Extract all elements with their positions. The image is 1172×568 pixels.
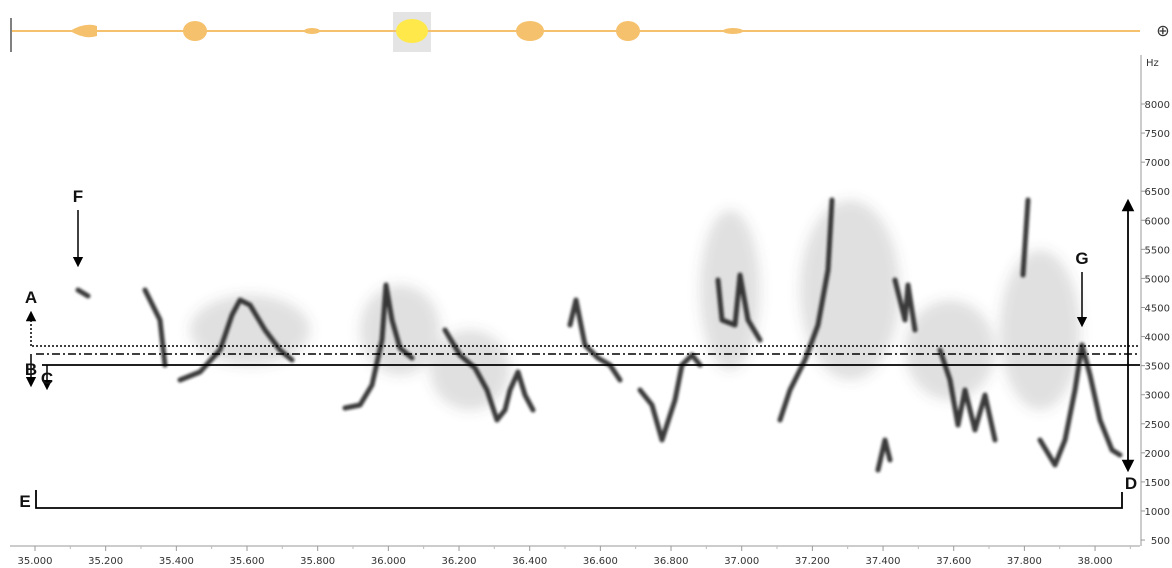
y-tick-label: 2500: [1145, 420, 1170, 431]
x-tick-label: 35.800: [300, 556, 335, 567]
waveform: ⊕: [11, 12, 1170, 52]
annotation: F: [73, 187, 83, 206]
x-tick-label: 37.000: [724, 556, 759, 567]
x-tick-label: 37.200: [795, 556, 830, 567]
y-unit: Hz: [1146, 58, 1159, 69]
x-tick-label: 37.600: [936, 556, 971, 567]
y-tick-label: 1000: [1145, 507, 1170, 518]
y-tick-label: 7500: [1145, 129, 1170, 140]
y-tick-label: 6500: [1145, 187, 1170, 198]
x-tick-label: 37.800: [1007, 556, 1042, 567]
y-tick-label: 5500: [1145, 245, 1170, 256]
x-tick-label: 35.200: [88, 556, 123, 567]
x-tick-label: 38.000: [1078, 556, 1113, 567]
annotation: G: [1075, 249, 1088, 268]
annotation: C: [41, 369, 53, 388]
y-tick-label: 3500: [1145, 362, 1170, 373]
x-tick-label: 35.400: [159, 556, 194, 567]
y-tick-label: 1500: [1145, 478, 1170, 489]
y-tick-label: 7000: [1145, 158, 1170, 169]
x-tick-label: 35.600: [230, 556, 265, 567]
x-tick-label: 36.200: [442, 556, 477, 567]
x-tick-label: 36.000: [371, 556, 406, 567]
zoom-button[interactable]: ⊕: [1156, 21, 1169, 40]
spectrogram-image: [78, 200, 1120, 470]
annotation: E: [19, 492, 30, 511]
y-tick-label: 3000: [1145, 391, 1170, 402]
y-tick-label: 2000: [1145, 449, 1170, 460]
annotation: B: [25, 360, 37, 379]
y-tick-label: 4500: [1145, 303, 1170, 314]
x-tick-label: 37.400: [866, 556, 901, 567]
spectrogram-window: ⊕: [0, 0, 1172, 568]
x-tick-label: 36.400: [512, 556, 547, 567]
y-tick-label: 5000: [1145, 274, 1170, 285]
y-tick-label: 500: [1151, 536, 1170, 547]
annotation: A: [25, 288, 37, 307]
x-tick-label: 35.000: [18, 556, 53, 567]
annotation: D: [1125, 474, 1137, 493]
y-tick-label: 8000: [1145, 100, 1170, 111]
y-tick-label: 6000: [1145, 216, 1170, 227]
y-tick-label: 4000: [1145, 333, 1170, 344]
x-tick-label: 36.800: [654, 556, 689, 567]
x-tick-label: 36.600: [583, 556, 618, 567]
